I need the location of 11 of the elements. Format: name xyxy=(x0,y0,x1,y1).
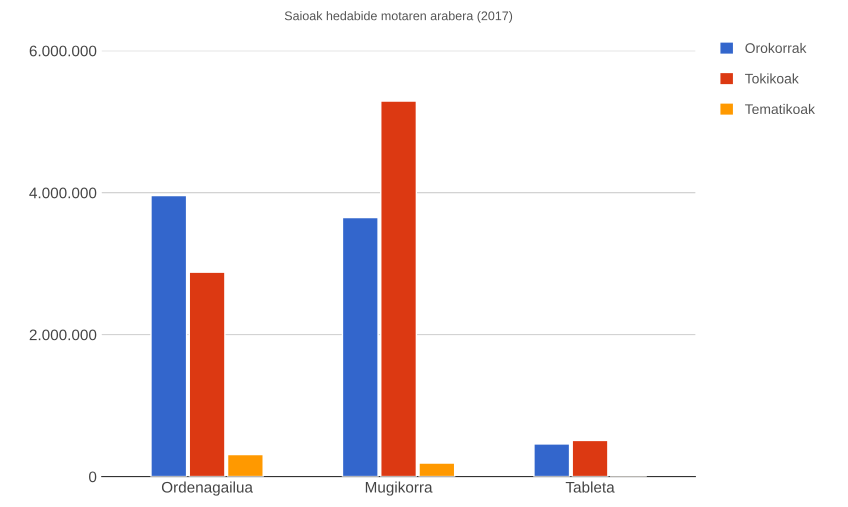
legend-label: Tematikoak xyxy=(745,104,815,114)
x-tick-label: Tableta xyxy=(566,481,615,493)
x-tick-label: Mugikorra xyxy=(366,481,433,496)
y-tick-label: 4.000.000 xyxy=(29,188,96,198)
y-tick-label: 2.000.000 xyxy=(30,329,96,340)
y-tick-label: 0 xyxy=(89,471,96,482)
legend-label: Tokikoak xyxy=(745,73,799,84)
x-tick-label: Ordenagailua xyxy=(162,481,253,496)
legend-label: Orokorrak xyxy=(745,42,806,54)
y-tick-label: 6.000.000 xyxy=(30,46,96,56)
chart-title: Saioak hedabide motaren arabera (2017) xyxy=(284,11,512,23)
